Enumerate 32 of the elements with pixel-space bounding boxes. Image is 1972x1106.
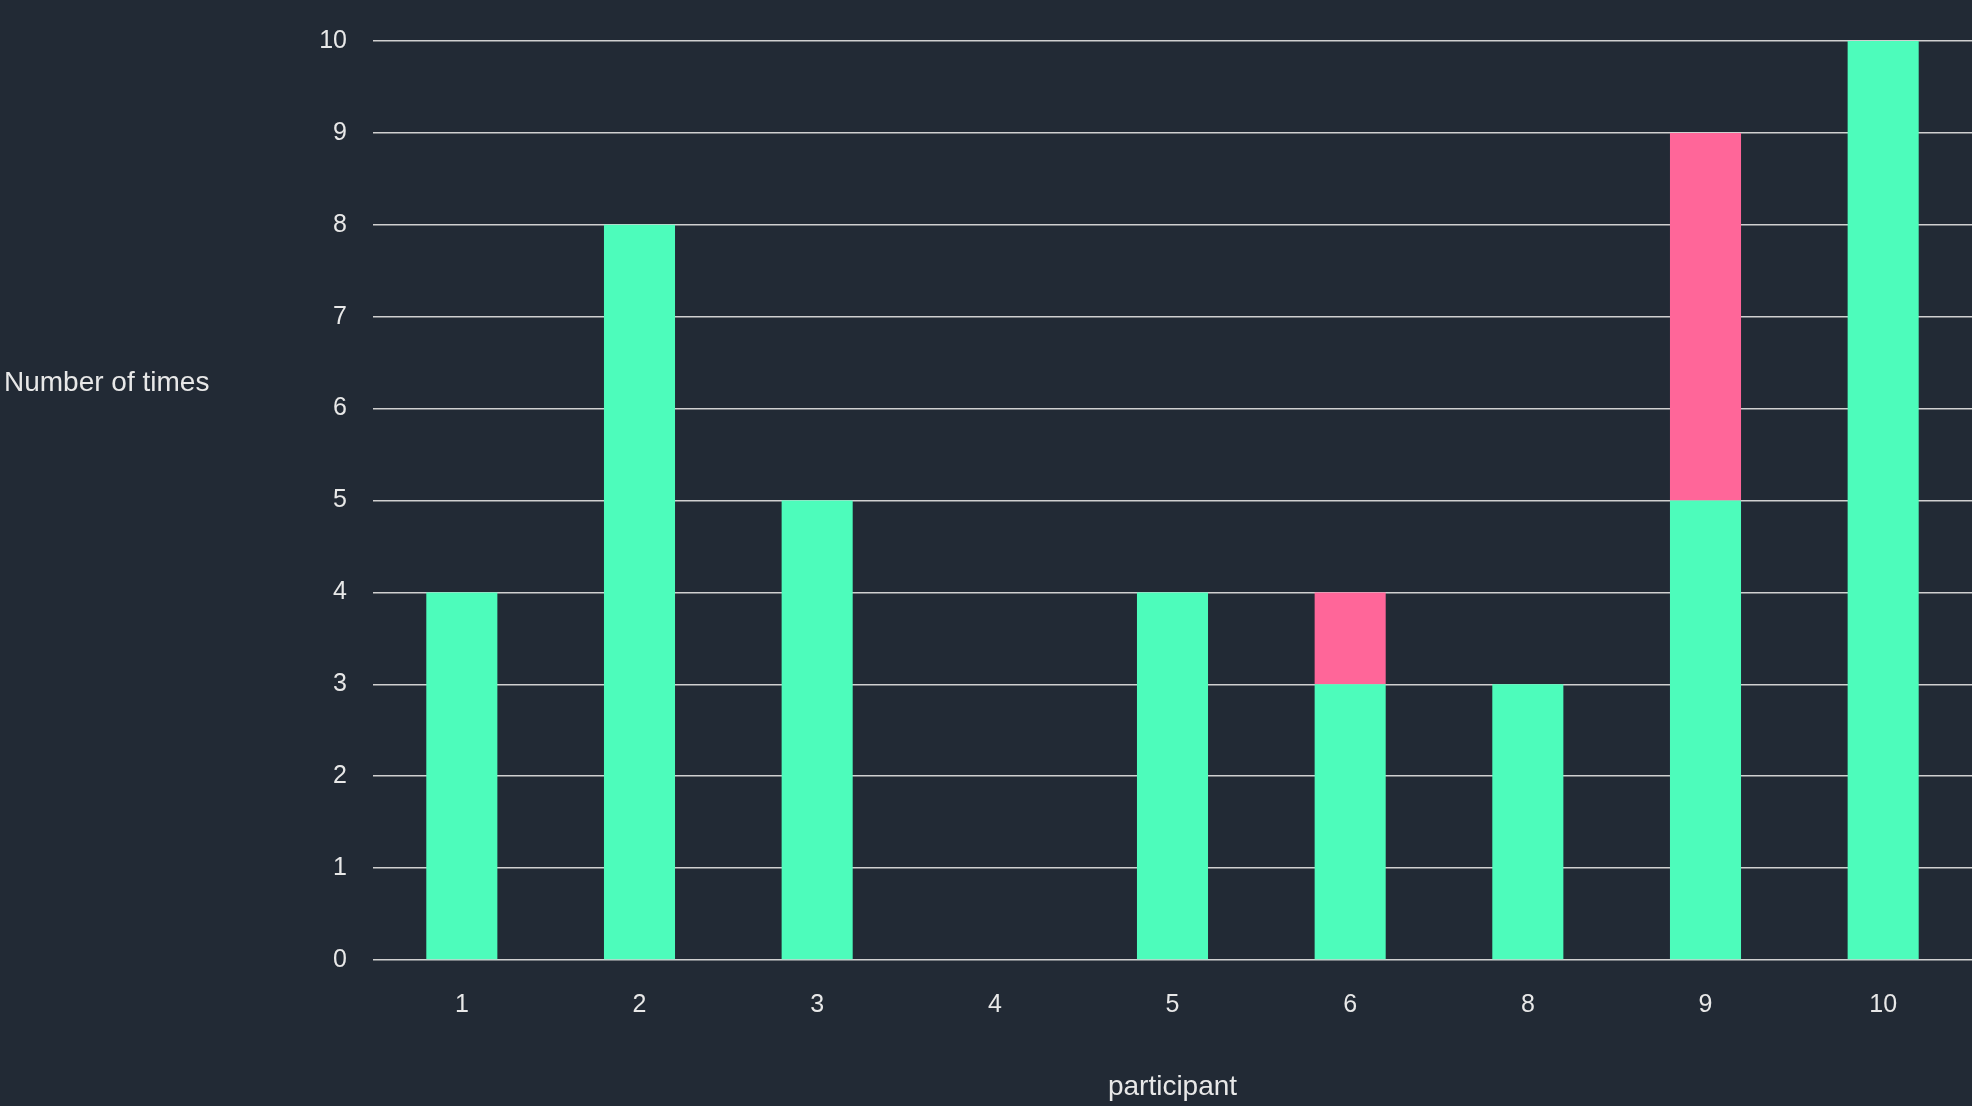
y-tick-label: 4 bbox=[333, 576, 348, 605]
x-axis-title: participant bbox=[1107, 1069, 1238, 1101]
y-tick-label: 2 bbox=[333, 760, 347, 789]
x-tick-label: 9 bbox=[1698, 988, 1713, 1017]
y-tick-label: 9 bbox=[333, 116, 347, 145]
x-tick-label: 2 bbox=[632, 988, 647, 1017]
y-tick-label: 6 bbox=[333, 392, 347, 421]
bar bbox=[1492, 684, 1564, 960]
x-tick-label: 6 bbox=[1343, 988, 1358, 1017]
y-tick-label: 5 bbox=[333, 484, 347, 513]
y-tick-label: 8 bbox=[333, 208, 347, 237]
x-tick-label: 8 bbox=[1520, 988, 1535, 1017]
bar bbox=[603, 224, 676, 960]
bar bbox=[781, 500, 853, 960]
x-tick-label: 10 bbox=[1869, 988, 1898, 1017]
y-tick-label: 7 bbox=[333, 300, 347, 329]
y-tick-label: 1 bbox=[333, 851, 347, 880]
y-tick-label: 0 bbox=[333, 943, 347, 972]
x-tick-label: 5 bbox=[1165, 988, 1180, 1017]
bar bbox=[1314, 592, 1386, 685]
bar bbox=[1669, 500, 1742, 960]
x-tick-label: 1 bbox=[454, 988, 469, 1017]
y-tick-label: 10 bbox=[319, 24, 347, 53]
y-tick-label: 3 bbox=[333, 668, 347, 697]
y-axis-title: Number of times bbox=[4, 366, 210, 398]
bar bbox=[1314, 684, 1386, 960]
x-tick-label: 4 bbox=[987, 988, 1002, 1017]
bar bbox=[1669, 132, 1742, 501]
x-tick-label: 3 bbox=[810, 988, 825, 1017]
bar bbox=[1136, 592, 1209, 960]
bar bbox=[426, 592, 498, 960]
bar bbox=[1847, 41, 1919, 960]
